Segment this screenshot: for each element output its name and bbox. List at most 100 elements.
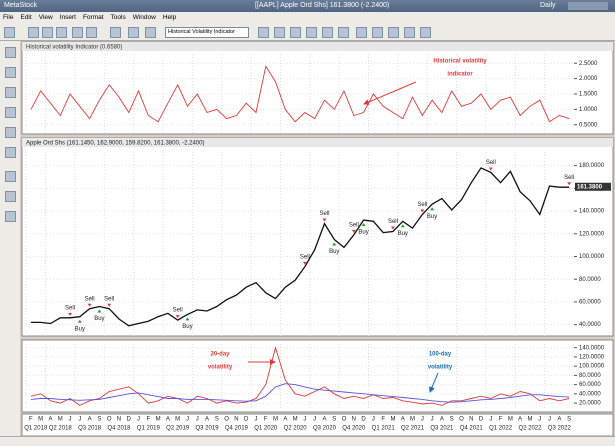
signal-arrow [351,229,356,233]
x-quarter-label: Q2 2020 [284,426,308,432]
x-month-label: A [166,417,170,423]
tool-icon[interactable] [42,27,53,38]
y-tick-label: 1.0000 [579,107,598,113]
x-month-label: J [548,417,551,423]
signal-label: Sell [564,175,574,181]
tool-icon[interactable] [404,27,415,38]
tool-icon[interactable] [5,127,16,138]
tool-icon[interactable] [356,27,367,38]
menu-item[interactable]: Format [82,14,104,21]
signal-arrow [97,309,102,313]
x-month-label: D [479,417,484,423]
menu-item[interactable]: File [3,14,14,21]
tool-icon[interactable] [5,147,16,158]
x-month-label: J [431,417,434,423]
x-month-label: A [557,417,561,423]
x-month-label: F [381,417,385,423]
x-quarter-label: Q2 2022 [518,426,542,432]
y-tick-label: 120.0000 [579,231,605,237]
y-tick-label: 0.5000 [579,122,598,128]
tool-icon[interactable] [420,27,431,38]
tool-icon[interactable] [338,27,349,38]
signal-arrow [77,319,82,323]
x-month-label: M [58,417,63,423]
x-month-label: J [69,417,72,423]
y-tick-label: 2.5000 [579,61,598,67]
menu-item[interactable]: Edit [20,14,32,21]
x-month-label: M [527,417,532,423]
tool-icon[interactable] [388,27,399,38]
menu-item[interactable]: Insert [59,14,76,21]
y-tick-label: 100.0000 [579,364,605,370]
window-title: [[AAPL] Apple Ord Shs] 161.3800 (-2.2400… [255,2,390,9]
x-month-label: J [489,417,492,423]
tool-icon[interactable] [5,171,16,182]
x-quarter-label: Q1 2019 [137,426,161,432]
x-month-label: M [293,417,298,423]
tool-icon[interactable] [5,211,16,222]
x-quarter-label: Q2 2021 [401,426,425,432]
x-quarter-label: Q2 2019 [166,426,190,432]
tool-icon[interactable] [5,191,16,202]
panel-header-text: Apple Ord Shs (161.1450, 162.9000, 159.8… [26,141,204,147]
tool-icon[interactable] [5,67,16,78]
x-month-label: J [137,417,140,423]
x-month-label: F [146,417,150,423]
menu-item[interactable]: View [38,14,53,21]
tool-icon[interactable] [372,27,383,38]
signal-label: Sell [319,211,329,217]
x-quarter-label: Q3 2022 [548,426,572,432]
series-line [30,167,570,327]
x-month-label: J [254,417,257,423]
menu-item[interactable]: Window [132,14,156,21]
window-controls[interactable] [568,2,608,10]
signal-arrow [87,303,92,307]
x-month-label: S [332,417,336,423]
signal-label: Buy [182,324,192,330]
tool-icon[interactable] [145,27,156,38]
period[interactable]: Daily [540,2,556,9]
tool-icon[interactable] [258,27,269,38]
y-tick-label: 120.0000 [579,355,605,361]
x-month-label: J [78,417,81,423]
signal-arrow [567,182,572,186]
x-month-label: S [450,417,454,423]
tool-icon[interactable] [72,27,83,38]
tool-icon[interactable] [306,27,317,38]
tool-icon[interactable] [274,27,285,38]
signal-arrow [420,209,425,213]
chart-area: Historical volatility Indicator (0.6580)… [21,41,614,436]
tool-icon[interactable] [5,107,16,118]
x-month-label: M [175,417,180,423]
tool-icon[interactable] [4,27,15,38]
x-month-label: F [499,417,503,423]
panel [21,137,614,337]
tool-icon[interactable] [5,87,16,98]
x-month-label: N [352,417,356,423]
x-axis [21,413,614,436]
tool-icon[interactable] [86,27,97,38]
panel [21,339,614,413]
tool-icon[interactable] [28,27,39,38]
x-month-label: A [322,417,326,423]
y-tick-label: 60.0000 [579,382,601,388]
tool-icon[interactable] [128,27,139,38]
x-month-label: M [156,417,161,423]
tool-icon[interactable] [5,47,16,58]
tool-icon[interactable] [56,27,67,38]
x-month-label: M [38,417,43,423]
y-tick-label: 20.0000 [579,401,601,407]
tool-icon[interactable] [290,27,301,38]
series-line [30,383,570,403]
menu-item[interactable]: Help [162,14,177,21]
tool-icon[interactable] [110,27,121,38]
indicator-select[interactable]: Historical Volatility Indicator [165,27,249,38]
annotation-arrow [363,81,417,105]
y-tick-label: 60.0000 [579,300,601,306]
x-month-label: S [97,417,101,423]
x-month-label: A [518,417,522,423]
toolbar: Historical Volatility Indicator [0,23,615,41]
menu-item[interactable]: Tools [110,14,126,21]
tool-icon[interactable] [322,27,333,38]
